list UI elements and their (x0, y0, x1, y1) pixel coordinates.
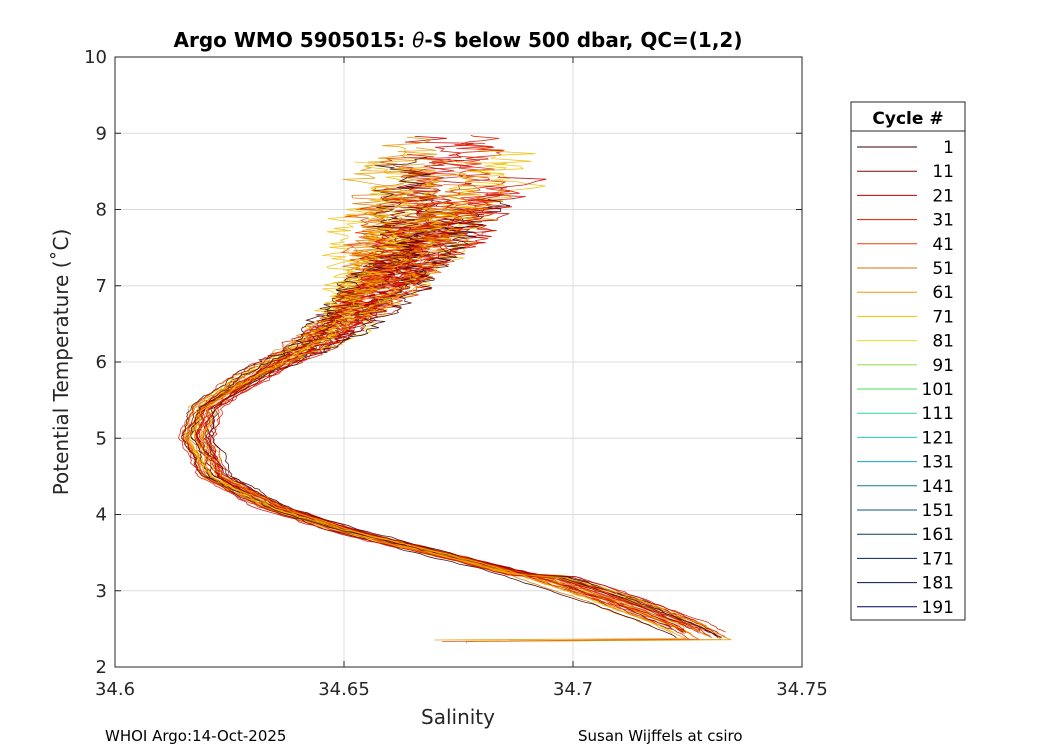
y-tick-label: 3 (96, 581, 107, 602)
grid (115, 57, 802, 667)
y-tick-label: 5 (96, 428, 107, 449)
profile-line (205, 195, 727, 639)
legend-label: 171 (922, 549, 954, 569)
footer-left: WHOI Argo:14-Oct-2025 (105, 727, 286, 745)
y-tick-label: 4 (96, 505, 107, 526)
legend-box (850, 101, 966, 621)
x-tick-labels: 34.6 34.65 34.7 34.75 (95, 679, 828, 700)
y-tick-labels: 2 3 4 5 6 7 8 9 10 (84, 47, 107, 678)
legend-label: 101 (922, 380, 954, 400)
legend-label: 81 (932, 332, 954, 352)
legend-title: Cycle # (872, 109, 943, 129)
legend-label: 1 (943, 138, 954, 158)
y-tick-label: 10 (84, 47, 107, 68)
legend: Cycle # 11121314151617181911011111211311… (850, 101, 966, 621)
legend-label: 41 (932, 235, 954, 255)
chart-title: Argo WMO 5905015: θ-S below 500 dbar, QC… (174, 28, 743, 52)
legend-label: 111 (922, 404, 954, 424)
legend-label: 131 (922, 453, 954, 473)
profile-line (202, 197, 687, 634)
legend-label: 181 (922, 574, 954, 594)
legend-label: 151 (922, 501, 954, 521)
legend-label: 31 (932, 211, 954, 231)
x-tick-label: 34.65 (318, 679, 370, 700)
footer-right: Susan Wijffels at csiro (578, 727, 743, 745)
x-tick-label: 34.6 (95, 679, 135, 700)
y-axis-label: Potential Temperature (˚C) (49, 229, 73, 496)
legend-label: 121 (922, 428, 954, 448)
legend-entries: 1112131415161718191101111121131141151161… (857, 138, 954, 618)
legend-label: 71 (932, 307, 954, 327)
axis-ticks (114, 56, 803, 668)
x-tick-label: 34.75 (776, 679, 828, 700)
y-tick-label: 9 (96, 123, 107, 144)
legend-label: 161 (922, 525, 954, 545)
legend-label: 51 (932, 259, 954, 279)
y-tick-label: 7 (96, 276, 107, 297)
profile-line (188, 208, 675, 633)
profile-curves (178, 134, 732, 644)
y-tick-label: 2 (96, 657, 107, 678)
legend-label: 91 (932, 356, 954, 376)
profile-line (178, 223, 712, 638)
x-tick-label: 34.7 (553, 679, 593, 700)
y-tick-label: 8 (96, 200, 107, 221)
legend-label: 11 (932, 162, 954, 182)
x-axis-label: Salinity (421, 705, 495, 729)
y-tick-label: 6 (96, 352, 107, 373)
legend-label: 21 (932, 186, 954, 206)
legend-label: 141 (922, 477, 954, 497)
legend-label: 61 (932, 283, 954, 303)
profile-line (200, 171, 732, 642)
legend-label: 191 (922, 598, 954, 618)
